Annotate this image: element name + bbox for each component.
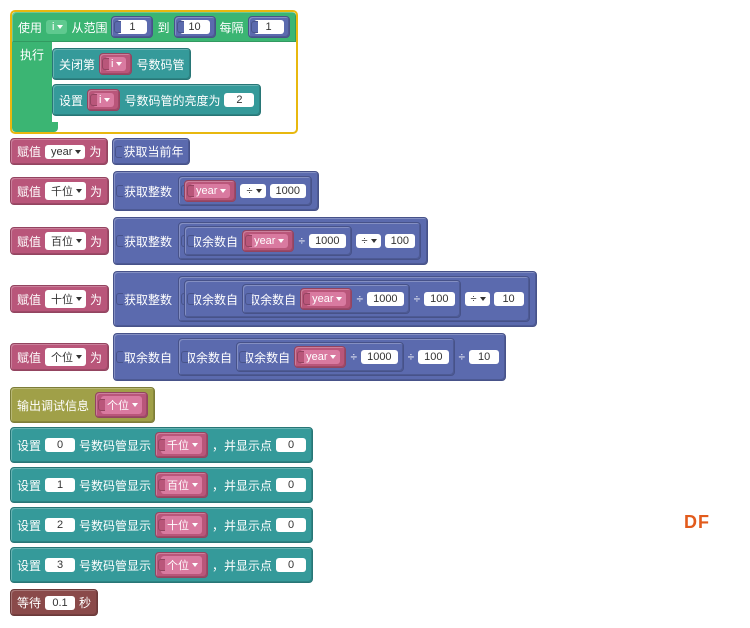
qian-getint[interactable]: 获取整数 year ÷ 1000 (113, 171, 319, 211)
df-watermark: DF (684, 512, 710, 533)
assign-label: 赋值 (17, 143, 41, 160)
qian-div[interactable]: year ÷ 1000 (178, 176, 312, 206)
display-dot-input[interactable]: 0 (276, 558, 306, 572)
close-digit-block[interactable]: 关闭第 i 号数码管 (52, 48, 191, 80)
loop-to-socket[interactable]: 10 (174, 16, 216, 38)
loop-step-label: 每隔 (220, 19, 244, 36)
assign-ge-row: 赋值 个位 为 取余数自 取余数自 取余数自 year ÷ 1000 ÷ 100… (10, 331, 506, 383)
assign-bai-row: 赋值 百位 为 获取整数 取余数自 year ÷ 1000 ÷ 100 (10, 215, 428, 267)
loop-from-input[interactable]: 1 (117, 20, 147, 34)
debug-print-block[interactable]: 输出调试信息 个位 (10, 387, 155, 423)
loop-step-socket[interactable]: 1 (248, 16, 290, 38)
wait-label: 等待 (17, 594, 41, 611)
display-block-0[interactable]: 设置0号数码管显示千位，并显示点0 (10, 427, 313, 463)
display-rows: 设置0号数码管显示千位，并显示点0 设置1号数码管显示百位，并显示点0 设置2号数码… (10, 425, 313, 585)
display-pos-input[interactable]: 3 (45, 558, 75, 572)
loop-from-label: 从范围 (71, 19, 107, 36)
assign-year-block[interactable]: 赋值 year 为 (10, 138, 108, 165)
shi-mod2[interactable]: 取余数自 year ÷ 1000 (242, 284, 410, 314)
loop-var-dropdown[interactable]: i (46, 20, 67, 34)
debug-var-dropdown[interactable]: 个位 (101, 396, 142, 414)
assign-qian-var[interactable]: 千位 (45, 182, 86, 200)
close-var-dropdown[interactable]: i (105, 57, 126, 71)
qian-op[interactable]: ÷ (240, 184, 265, 198)
loop-do-label: 执行 (20, 46, 44, 63)
assign-shi-block[interactable]: 赋值 十位 为 (10, 285, 109, 313)
display-pos-input[interactable]: 2 (45, 518, 75, 532)
assign-year-row: 赋值 year 为 获取当前年 (10, 136, 190, 167)
assign-year-var[interactable]: year (45, 145, 85, 159)
bai-mod[interactable]: 取余数自 year ÷ 1000 (184, 226, 352, 256)
qian-year[interactable]: year (184, 180, 236, 202)
qian-1000[interactable]: 1000 (270, 184, 306, 198)
assign-bai-block[interactable]: 赋值 百位 为 (10, 227, 109, 255)
get-current-year-block[interactable]: 获取当前年 (112, 138, 190, 165)
brightness-block[interactable]: 设置 i 号数码管的亮度为 2 (52, 84, 261, 116)
assign-bai-var[interactable]: 百位 (45, 232, 86, 250)
shi-mod1[interactable]: 取余数自 取余数自 year ÷ 1000 ÷ 100 (184, 280, 460, 318)
bright-val-input[interactable]: 2 (224, 93, 254, 107)
loop-to-input[interactable]: 10 (180, 20, 210, 34)
wait-block[interactable]: 等待 0.1 秒 (10, 589, 98, 616)
loop-from-socket[interactable]: 1 (111, 16, 153, 38)
assign-as: 为 (89, 143, 101, 160)
display-digit-dropdown[interactable]: 千位 (161, 436, 202, 454)
ge-mod1[interactable]: 取余数自 取余数自 取余数自 year ÷ 1000 ÷ 100 ÷ 10 (113, 333, 506, 381)
bai-div[interactable]: 取余数自 year ÷ 1000 ÷ 100 (178, 222, 421, 260)
bright-mid: 号数码管的亮度为 (124, 92, 220, 109)
assign-shi-var[interactable]: 十位 (45, 290, 86, 308)
display-pos-input[interactable]: 0 (45, 438, 75, 452)
for-loop-block[interactable]: 使用 i 从范围 1 到 10 每隔 1 执行 关闭第 i 号数码管 设置 i … (10, 10, 298, 134)
assign-ge-block[interactable]: 赋值 个位 为 (10, 343, 109, 371)
assign-qian-row: 赋值 千位 为 获取整数 year ÷ 1000 (10, 169, 319, 213)
display-block-3[interactable]: 设置3号数码管显示个位，并显示点0 (10, 547, 313, 583)
close-pre: 关闭第 (59, 56, 95, 73)
bright-var-dropdown[interactable]: i (93, 93, 114, 107)
loop-step-input[interactable]: 1 (254, 20, 284, 34)
assign-ge-var[interactable]: 个位 (45, 348, 86, 366)
display-block-2[interactable]: 设置2号数码管显示十位，并显示点0 (10, 507, 313, 543)
display-digit-dropdown[interactable]: 十位 (161, 516, 202, 534)
debug-label: 输出调试信息 (17, 397, 89, 414)
display-block-1[interactable]: 设置1号数码管显示百位，并显示点0 (10, 467, 313, 503)
assign-qian-block[interactable]: 赋值 千位 为 (10, 177, 109, 205)
ge-mod2[interactable]: 取余数自 取余数自 year ÷ 1000 ÷ 100 (178, 338, 454, 376)
bright-pre: 设置 (59, 92, 83, 109)
loop-to-label: 到 (157, 19, 169, 36)
assign-shi-row: 赋值 十位 为 获取整数 取余数自 取余数自 year ÷ 1000 ÷ 100 (10, 269, 537, 329)
shi-div[interactable]: 取余数自 取余数自 year ÷ 1000 ÷ 100 ÷ 10 (178, 276, 530, 322)
display-digit-dropdown[interactable]: 个位 (161, 556, 202, 574)
display-dot-input[interactable]: 0 (276, 518, 306, 532)
display-dot-input[interactable]: 0 (276, 478, 306, 492)
ge-mod3[interactable]: 取余数自 year ÷ 1000 (236, 342, 404, 372)
loop-use-label: 使用 (18, 19, 42, 36)
display-dot-input[interactable]: 0 (276, 438, 306, 452)
shi-getint[interactable]: 获取整数 取余数自 取余数自 year ÷ 1000 ÷ 100 ÷ 10 (113, 271, 537, 327)
wait-unit: 秒 (79, 594, 91, 611)
bai-getint[interactable]: 获取整数 取余数自 year ÷ 1000 ÷ 100 (113, 217, 428, 265)
display-digit-dropdown[interactable]: 百位 (161, 476, 202, 494)
close-suf: 号数码管 (136, 56, 184, 73)
wait-val-input[interactable]: 0.1 (45, 596, 75, 610)
display-pos-input[interactable]: 1 (45, 478, 75, 492)
